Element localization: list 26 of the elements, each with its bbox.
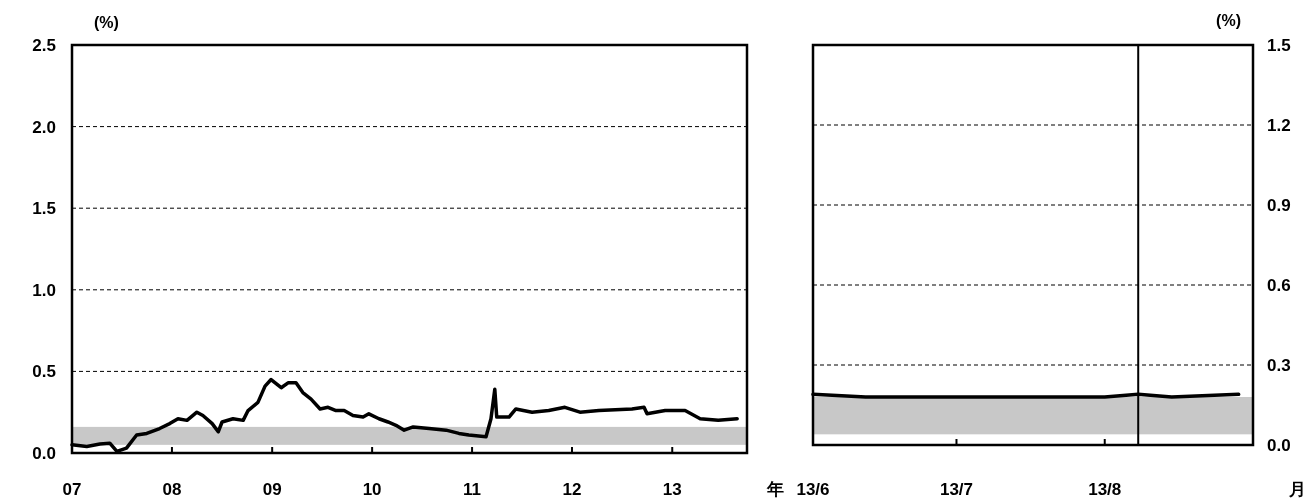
x-tick-label: 13/6: [796, 480, 830, 499]
x-tick-label: 09: [262, 480, 282, 499]
y2-tick-label: 0.0: [1267, 436, 1291, 455]
y2-tick-label: 1.5: [1267, 36, 1291, 55]
y-tick-label: 2.5: [32, 36, 56, 55]
y2-axis-title: (%): [1216, 12, 1241, 29]
x-tick-label: 07: [62, 480, 82, 499]
x-tick-label: 13: [662, 480, 682, 499]
x-axis-title: 年: [766, 480, 784, 499]
y2-tick-label: 1.2: [1267, 116, 1291, 135]
y-tick-label: 0.5: [32, 362, 56, 382]
y-tick-label: 2.0: [32, 117, 56, 137]
y-axis-title: (%): [94, 14, 119, 31]
x-tick-label: 08: [162, 480, 182, 499]
x-tick-label: 13/7: [939, 480, 974, 499]
y2-tick-label: 0.9: [1267, 196, 1291, 215]
x-tick-label: 11: [463, 480, 482, 499]
x-axis-title: 月: [1288, 480, 1306, 499]
y-tick-label: 0.0: [32, 444, 56, 463]
y2-tick-label: 0.6: [1267, 276, 1291, 295]
x-tick-label: 10: [362, 480, 382, 499]
x-tick-label: 12: [562, 480, 582, 499]
x-tick-label: 13/8: [1088, 480, 1122, 499]
y-tick-label: 1.5: [32, 199, 56, 219]
y-tick-label: 1.0: [32, 280, 56, 300]
y2-tick-label: 0.3: [1267, 356, 1291, 375]
